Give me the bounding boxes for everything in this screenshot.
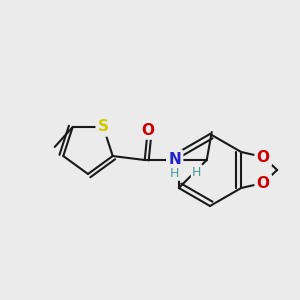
Text: O: O [257, 176, 270, 190]
Text: O: O [141, 122, 154, 137]
Text: H: H [170, 167, 179, 179]
Text: O: O [257, 149, 270, 164]
Text: N: N [168, 152, 181, 166]
Text: H: H [192, 166, 201, 178]
Text: S: S [98, 119, 109, 134]
